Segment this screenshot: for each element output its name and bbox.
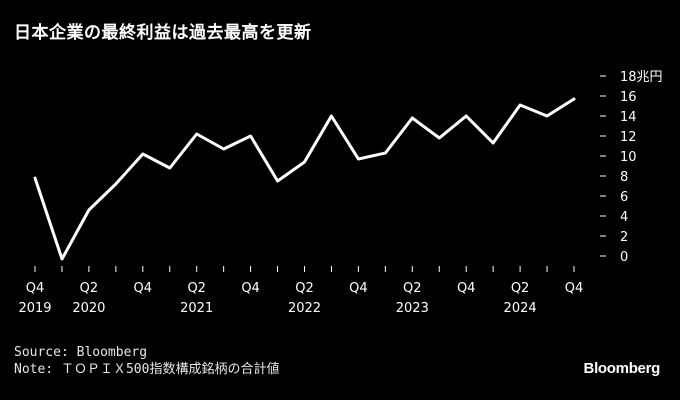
y-tick-label: 16 bbox=[620, 90, 637, 105]
y-tick-label: 8 bbox=[620, 170, 628, 185]
bloomberg-logo: Bloomberg bbox=[583, 360, 661, 377]
x-tick-label-year: 2020 bbox=[72, 301, 105, 316]
note-text: Note: ＴＯＰＩＸ500指数構成銘柄の合計値 bbox=[14, 362, 280, 377]
x-tick-label-quarter: Q2 bbox=[511, 281, 530, 296]
x-tick-label-quarter: Q4 bbox=[26, 281, 45, 296]
x-tick-label-quarter: Q4 bbox=[241, 281, 260, 296]
x-tick-label-quarter: Q2 bbox=[403, 281, 422, 296]
x-tick-label-quarter: Q4 bbox=[457, 281, 476, 296]
x-tick-label-quarter: Q2 bbox=[295, 281, 314, 296]
x-tick-marks: Q4 2019 Q2 2020 Q4 Q2 2021 Q4 Q2 2022 Q4 Q2 2023 Q4 Q2… bbox=[18, 266, 583, 316]
y-tick-label: 10 bbox=[620, 150, 637, 165]
x-tick-label-year: 2021 bbox=[180, 301, 213, 316]
x-tick-label-quarter: Q2 bbox=[80, 281, 99, 296]
y-tick-label: 6 bbox=[620, 190, 628, 205]
footer: Source: Bloomberg Note: ＴＯＰＩＸ500指数構成銘柄の合… bbox=[14, 344, 279, 378]
series-line bbox=[33, 97, 576, 261]
y-tick-label: 4 bbox=[620, 210, 628, 225]
y-tick-label: 14 bbox=[620, 110, 637, 125]
x-tick-label-year: 2023 bbox=[396, 301, 429, 316]
y-tick-label: 0 bbox=[620, 250, 628, 265]
source-text: Source: Bloomberg bbox=[14, 345, 148, 360]
x-tick-label-year: 2019 bbox=[18, 301, 51, 316]
y-tick-label: 18兆円 bbox=[620, 70, 663, 85]
x-tick-label-year: 2024 bbox=[504, 301, 537, 316]
y-tick-label: 2 bbox=[620, 230, 628, 245]
x-tick-label-quarter: Q4 bbox=[134, 281, 153, 296]
x-tick-label-quarter: Q4 bbox=[349, 281, 368, 296]
y-tick-label: 12 bbox=[620, 130, 637, 145]
x-tick-label-quarter: Q2 bbox=[187, 281, 206, 296]
y-tick-marks: 0 2 4 6 8 10 12 14 16 18兆円 bbox=[600, 70, 663, 265]
chart-title: 日本企業の最終利益は過去最高を更新 bbox=[14, 23, 312, 43]
x-tick-label-year: 2022 bbox=[288, 301, 321, 316]
x-tick-label-quarter: Q4 bbox=[565, 281, 584, 296]
